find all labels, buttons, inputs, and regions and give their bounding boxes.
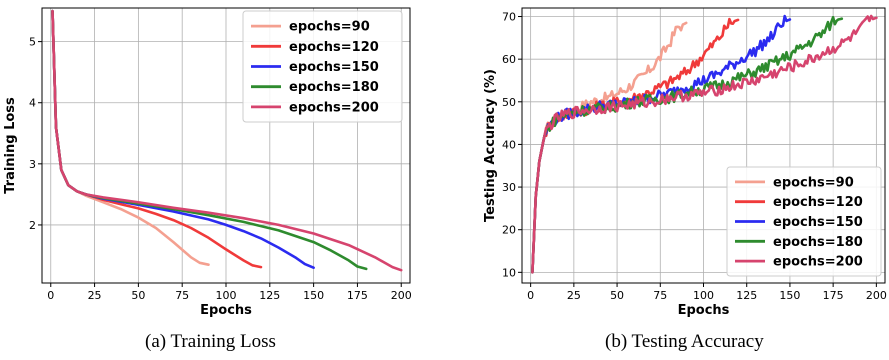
series-line-epochs-200	[51, 9, 403, 272]
x-tick-label: 200	[866, 289, 887, 302]
legend-box	[242, 10, 403, 123]
testing-accuracy-chart: 0 25 50 75 100 125 150 175 200 10 20 30 40 50 60 70 Epoc…	[483, 7, 887, 318]
legend-label-epochs-200: epochs=200	[773, 255, 863, 270]
x-tick-label: 75	[653, 289, 667, 302]
y-tick-label: 5	[29, 36, 36, 49]
y-tick-label: 50	[502, 96, 516, 109]
x-axis-label: Epochs	[200, 303, 252, 318]
series-group	[531, 14, 878, 274]
x-tick-label: 125	[736, 289, 757, 302]
x-tick-label: 50	[131, 289, 145, 302]
x-axis-label: Epochs	[678, 303, 730, 318]
y-axis-label: Testing Accuracy (%)	[483, 69, 498, 222]
y-tick-label: 40	[502, 138, 516, 151]
legend-label-epochs-90: epochs=90	[289, 20, 370, 35]
series-group	[51, 9, 403, 272]
x-tick-label: 25	[88, 289, 102, 302]
series-line-epochs-120	[531, 17, 740, 274]
x-tick-label: 125	[259, 289, 280, 302]
y-tick-label: 30	[502, 181, 516, 194]
y-tick-label: 10	[502, 266, 516, 279]
x-tick-label: 175	[347, 289, 368, 302]
legend-label-epochs-200: epochs=200	[289, 100, 379, 115]
x-tick-label: 200	[391, 289, 412, 302]
caption-training-loss: (a) Training Loss	[145, 331, 276, 352]
training-loss-chart: 0 25 50 75 100 125 150 175 200 2 3 4 5 Epochs Training…	[3, 7, 412, 318]
x-tick-label: 100	[693, 289, 714, 302]
x-tick-label: 0	[47, 289, 54, 302]
y-tick-label: 3	[29, 158, 36, 171]
y-tick-label: 4	[29, 97, 36, 110]
x-tick-label: 100	[216, 289, 237, 302]
series-line-epochs-200	[531, 14, 878, 274]
series-line-epochs-90	[531, 21, 688, 274]
legend-label-epochs-180: epochs=180	[773, 235, 863, 250]
x-tick-label: 75	[175, 289, 189, 302]
legend-label-epochs-120: epochs=120	[773, 195, 863, 210]
legend-label-epochs-180: epochs=180	[289, 80, 379, 95]
x-tick-label: 50	[610, 289, 624, 302]
x-tick-label: 25	[567, 289, 581, 302]
y-tick-label: 2	[29, 219, 36, 232]
legend-label-epochs-150: epochs=150	[773, 215, 863, 230]
x-tick-label: 150	[303, 289, 324, 302]
x-tick-label: 150	[779, 289, 800, 302]
x-tick-label: 175	[823, 289, 844, 302]
x-tick-label: 0	[527, 289, 534, 302]
y-tick-label: 20	[502, 224, 516, 237]
y-tick-label: 60	[502, 53, 516, 66]
legend-label-epochs-90: epochs=90	[773, 175, 854, 190]
legend-label-epochs-120: epochs=120	[289, 40, 379, 55]
legend-box	[726, 166, 882, 277]
legend: epochs=90 epochs=120 epochs=150 epochs=180 e…	[242, 10, 403, 123]
legend: epochs=90 epochs=120 epochs=150 epochs=180 e…	[726, 166, 882, 277]
y-tick-label: 70	[502, 11, 516, 24]
y-axis-label: Training Loss	[3, 97, 18, 194]
series-line-epochs-180	[531, 15, 844, 274]
caption-testing-accuracy: (b) Testing Accuracy	[605, 331, 764, 352]
legend-label-epochs-150: epochs=150	[289, 60, 379, 75]
